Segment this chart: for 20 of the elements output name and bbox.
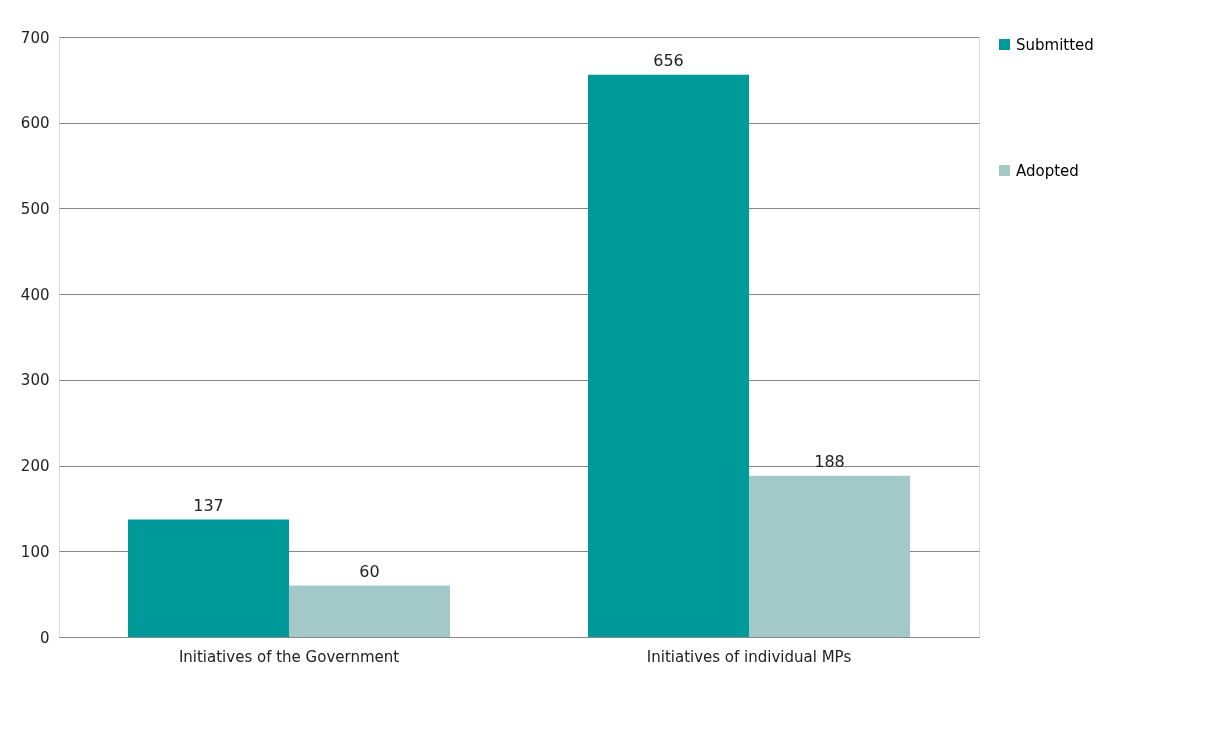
y-tick-label: 500 (20, 199, 50, 218)
legend-label: Submitted (1016, 35, 1094, 54)
data-label: 188 (814, 451, 845, 471)
y-tick-label: 300 (20, 371, 50, 390)
data-label: 137 (193, 495, 224, 515)
x-tick-label: Initiatives of individual MPs (646, 647, 852, 666)
y-tick-label: 200 (20, 457, 50, 476)
data-label: 656 (653, 50, 684, 70)
y-tick-label: 700 (20, 28, 50, 47)
y-tick-label: 600 (20, 114, 50, 133)
y-tick-label: 100 (20, 542, 50, 561)
bar (128, 519, 289, 637)
y-tick-label: 400 (20, 285, 50, 304)
x-tick-label: Initiatives of the Government (178, 647, 400, 666)
legend-label: Adopted (1016, 161, 1079, 180)
data-label: 60 (359, 561, 380, 581)
y-tick-label: 0 (39, 628, 50, 647)
bar (749, 475, 910, 637)
bar (588, 74, 749, 637)
bar (289, 585, 450, 637)
